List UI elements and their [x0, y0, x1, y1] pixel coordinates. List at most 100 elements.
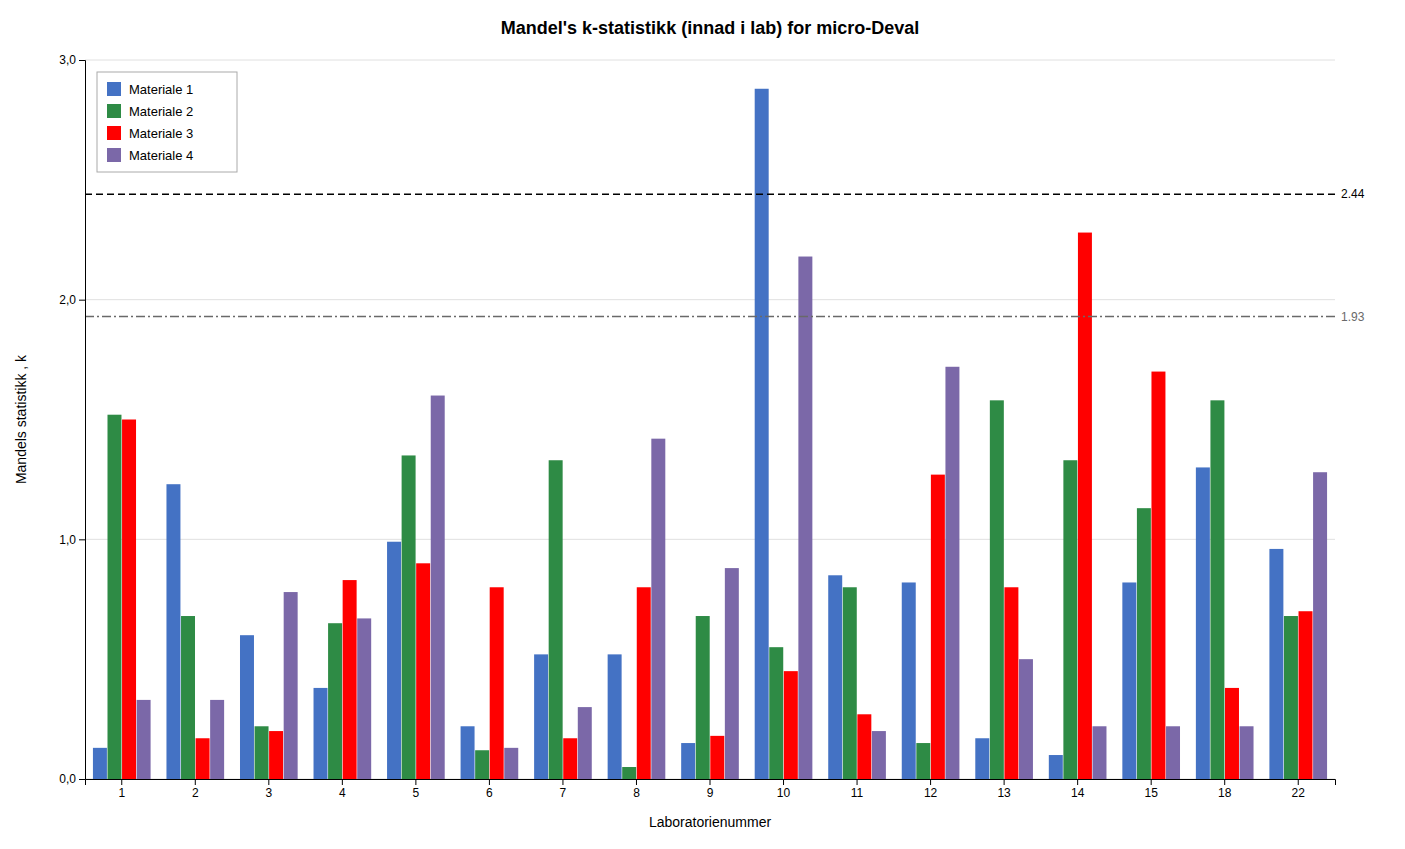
plot-area: 12345678910111213141518220,01,02,03,02.4… [59, 53, 1364, 799]
x-tick: 11 [851, 779, 864, 800]
y-tick-mark [79, 779, 85, 780]
bar [828, 575, 842, 779]
x-tick: 7 [560, 779, 567, 800]
x-tick-label: 10 [777, 786, 791, 800]
x-tick-mark [857, 779, 858, 785]
bar [1049, 755, 1063, 779]
x-tick: 2 [192, 779, 199, 800]
y-tick-mark [79, 539, 85, 540]
bar [651, 439, 665, 779]
x-tick-mark [342, 779, 343, 785]
bar [314, 688, 328, 779]
legend-swatch [107, 82, 121, 96]
bar [563, 738, 577, 779]
x-tick-mark [562, 779, 563, 785]
bar [902, 582, 916, 779]
x-tick: 5 [413, 779, 420, 800]
x-tick-label: 4 [339, 786, 346, 800]
bar [284, 592, 298, 779]
legend-label: Materiale 3 [129, 126, 193, 141]
bar [1122, 582, 1136, 779]
bar [637, 587, 651, 779]
bar [1137, 508, 1151, 779]
bar [137, 700, 151, 779]
bar [990, 400, 1004, 779]
x-tick-label: 18 [1218, 786, 1232, 800]
y-axis: 0,01,02,03,0 [59, 53, 85, 786]
bar [461, 726, 475, 779]
bar-series [93, 89, 1283, 779]
bar [798, 257, 812, 779]
bar [1313, 472, 1327, 779]
x-axis-title: Laboratorienummer [649, 814, 772, 830]
x-tick-mark [1151, 779, 1152, 785]
x-tick-mark [415, 779, 416, 785]
reference-line [85, 193, 1335, 195]
bar [107, 415, 121, 779]
y-tick-label: 2,0 [59, 293, 76, 307]
bar [784, 671, 798, 779]
marks [85, 89, 1335, 779]
x-tick-label: 15 [1144, 786, 1158, 800]
bar [1078, 233, 1092, 779]
x-tick: 8 [633, 779, 640, 800]
bar [696, 616, 710, 779]
x-tick-label: 9 [707, 786, 714, 800]
x-tick-label: 22 [1292, 786, 1306, 800]
grid [85, 60, 1335, 779]
x-tick: 3 [265, 779, 272, 800]
x-tick-label: 13 [997, 786, 1011, 800]
legend-swatch [107, 148, 121, 162]
x-axis-line [86, 780, 1336, 786]
y-tick: 0,0 [59, 772, 85, 786]
bar [343, 580, 357, 779]
bar [1019, 659, 1033, 779]
x-tick: 22 [1292, 779, 1306, 800]
bar [931, 475, 945, 779]
x-tick: 10 [777, 779, 791, 800]
bar [196, 738, 210, 779]
bar [872, 731, 886, 779]
y-tick: 3,0 [59, 53, 85, 67]
bar [387, 542, 401, 779]
y-tick-label: 0,0 [59, 772, 76, 786]
x-tick: 6 [486, 779, 493, 800]
x-tick-label: 3 [265, 786, 272, 800]
bar [1299, 611, 1313, 779]
bar-series [107, 400, 1297, 779]
legend-label: Materiale 2 [129, 104, 193, 119]
reference-label: 2.44 [1341, 187, 1365, 201]
bar [269, 731, 283, 779]
bar [93, 748, 107, 779]
x-tick-mark [1298, 779, 1299, 785]
bar [166, 484, 180, 779]
bar [534, 654, 548, 779]
bar [357, 618, 371, 779]
x-tick-mark [121, 779, 122, 785]
bar-series [137, 257, 1327, 779]
chart: 12345678910111213141518220,01,02,03,02.4… [0, 0, 1405, 849]
bar [916, 743, 930, 779]
bar [475, 750, 489, 779]
bar-series [122, 233, 1312, 779]
x-tick-mark [268, 779, 269, 785]
bar [725, 568, 739, 779]
bar [1240, 726, 1254, 779]
x-tick: 14 [1071, 779, 1085, 800]
y-tick-mark [79, 60, 85, 61]
bar [181, 616, 195, 779]
bar [681, 743, 695, 779]
title: Mandel's k-statistikk (innad i lab) for … [501, 18, 919, 38]
x-tick: 9 [707, 779, 714, 800]
bar [608, 654, 622, 779]
x-tick-mark [1004, 779, 1005, 785]
y-axis-line [79, 61, 86, 780]
x-tick: 13 [997, 779, 1011, 800]
x-tick-label: 2 [192, 786, 199, 800]
x-tick: 18 [1218, 779, 1232, 800]
x-tick-mark [930, 779, 931, 785]
bar [1196, 467, 1210, 779]
legend-frame [97, 72, 237, 172]
x-tick-mark [636, 779, 637, 785]
y-tick-mark [79, 300, 85, 301]
